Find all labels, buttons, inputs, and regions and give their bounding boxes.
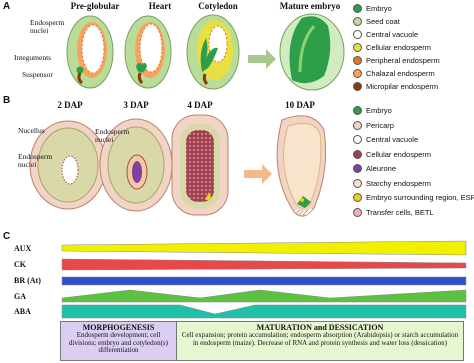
legend-swatch [353,178,362,188]
legend-item: Embryo [353,4,392,13]
legend-label: Aleurone [366,164,397,173]
legend-item: Pericarp [353,120,394,130]
kernel-3dap [99,118,173,212]
annotation: Integuments [14,53,52,62]
legend-item: Central vacuole [353,30,418,39]
panel-label: B [3,95,11,106]
stage-label: 4 DAP [187,100,213,110]
annotation: Suspensor [22,70,53,79]
legend-swatch [353,164,362,173]
phase-title: MATURATION and DESSICATION [256,323,384,332]
seed-heart [124,15,172,89]
phase-text: Endosperm development; cell divisions; e… [69,331,168,355]
seed-mature [279,13,345,91]
hormone-label: GA [14,292,26,301]
phase-title: MORPHOGENESIS [82,323,155,332]
legend-swatch [353,4,362,13]
aux-bar [61,240,467,256]
hormone-label: CK [14,260,26,269]
legend-item: Embryo surrounding region, ESR [353,193,474,202]
arrow [248,49,276,69]
annotation: Endosperm nuclei [30,18,65,35]
aba-bar [61,304,467,319]
hormone-label: AUX [14,244,32,253]
kernel-4dap [171,114,229,216]
stage-label: 3 DAP [123,100,149,110]
legend-swatch [353,106,362,115]
legend-swatch [353,56,362,65]
panel-label: A [3,1,11,12]
kernel-10dap [276,115,327,217]
br-bar [61,276,467,286]
legend-label: Embryo [366,106,392,115]
hormone-label: ABA [14,307,31,316]
legend-item: Aleurone [353,164,396,173]
legend-swatch [353,193,362,202]
legend-swatch [353,82,362,91]
legend-label: Seed coat [366,17,400,26]
legend-item: Chalazal endosperm [353,69,435,78]
stage-label: 10 DAP [285,100,315,110]
arrow [244,164,272,184]
legend-label: Central vacuole [366,30,419,39]
legend-swatch [353,43,362,52]
legend-label: Central vacuole [366,135,419,144]
ga-bar [61,289,467,303]
seed-cotyledon [186,14,240,90]
stage-label: Heart [148,1,172,11]
legend-swatch [353,30,362,39]
legend-item: Micropilar endosperm [353,82,438,91]
legend-swatch [353,17,362,26]
legend-label: Chalazal endosperm [366,69,435,78]
legend-label: Cellular endosperm [366,149,432,159]
stage-label: 2 DAP [57,100,83,110]
seed-preglobular [66,15,114,89]
legend-label: Transfer cells, BETL [366,207,434,217]
legend-label: Starchy endosperm [366,178,432,188]
stage-label: Pre-globular [70,1,120,11]
annotation: Endosperm nuclei [18,152,53,169]
ck-bar [61,258,467,271]
legend-item: Starchy endosperm [353,178,432,188]
panel-label: C [3,231,11,242]
hormone-label: BR (At) [14,276,41,285]
legend-item: Peripheral endosperm [353,56,440,65]
legend-label: Pericarp [366,120,394,130]
legend-item: Central vacuole [353,135,418,144]
legend-label: Cellular endosperm [366,43,432,52]
legend-label: Embryo [366,4,392,13]
legend-label: Micropilar endosperm [366,82,439,91]
phase-text: Cell expansion; protein accumulation; en… [181,331,459,347]
legend-item: Cellular endosperm [353,43,431,52]
legend-swatch [353,69,362,78]
phase-box: MORPHOGENESIS Endosperm development; cel… [60,321,177,361]
legend-swatch [353,120,362,130]
stage-label: Cotyledon [198,1,238,11]
phase-box: MATURATION and DESSICATION Cell expansio… [176,321,464,361]
legend-label: Embryo surrounding region, ESR [366,193,474,202]
legend-swatch [353,207,362,217]
legend-item: Seed coat [353,17,400,26]
legend-label: Peripheral endosperm [366,56,440,65]
annotation: Nucellus [18,126,45,135]
stage-label: Mature embryo [279,1,341,11]
legend-item: Cellular endosperm [353,149,432,159]
legend-item: Embryo [353,106,392,115]
annotation: Endosperm nuclei [95,127,130,144]
legend-swatch [353,149,362,159]
legend-item: Transfer cells, BETL [353,207,434,217]
legend-swatch [353,135,362,144]
